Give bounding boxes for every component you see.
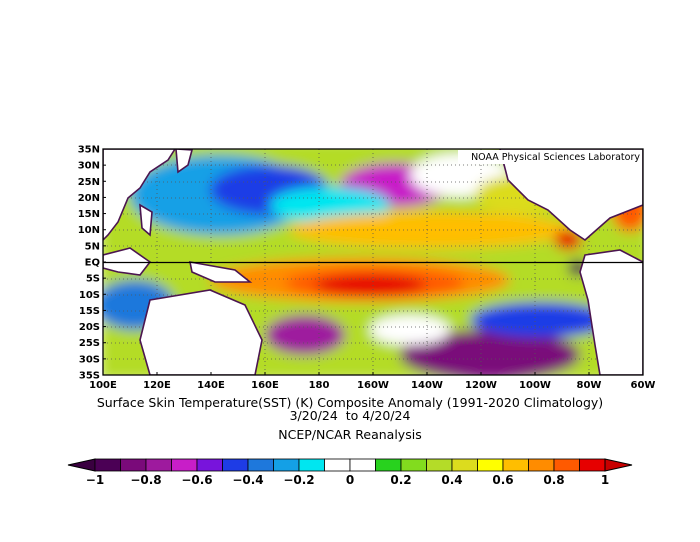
colorbar-label: −0.8 xyxy=(130,473,161,487)
north-america xyxy=(499,149,643,242)
colorbar-swatch xyxy=(426,458,453,472)
lon-label: 120E xyxy=(143,380,171,391)
colorbar-label: 0.2 xyxy=(390,473,411,487)
lon-label: 160W xyxy=(357,380,389,391)
colorbar-swatch xyxy=(196,458,223,472)
caption-source: NCEP/NCAR Reanalysis xyxy=(278,427,422,442)
lat-label: 20N xyxy=(78,193,100,204)
lat-label: 20S xyxy=(79,322,100,333)
lon-label: 100W xyxy=(519,380,551,391)
lat-label: EQ xyxy=(85,258,100,269)
credit-box xyxy=(458,150,642,164)
latitude-labels: 35N 30N 25N 20N 15N 10N 5N EQ 5S 10S 15S 20S 25S 30S 3… xyxy=(78,145,106,382)
credit-label: NOAA Physical Sciences Laboratory xyxy=(471,152,640,163)
colorbar-swatch xyxy=(120,458,147,472)
lat-label: 10N xyxy=(78,225,100,236)
lat-label: 15S xyxy=(79,306,100,317)
colorbar-swatch xyxy=(375,458,402,472)
new-guinea xyxy=(188,261,253,283)
south-america xyxy=(579,249,643,375)
colorbar-swatch xyxy=(145,458,172,472)
colorbar-label: −0.6 xyxy=(181,473,212,487)
colorbar-swatch xyxy=(451,458,478,472)
colorbar-label: 0.6 xyxy=(492,473,513,487)
colorbar-labels: −1 −0.8 −0.6 −0.4 −0.2 0 0.2 0.4 0.6 0.8 1 xyxy=(86,473,609,487)
lat-label: 15N xyxy=(78,209,100,220)
colorbar-swatch xyxy=(171,458,198,472)
colorbar-swatch xyxy=(94,458,121,472)
lon-label: 60W xyxy=(631,380,656,391)
lon-label: 100E xyxy=(89,380,117,391)
map-area: NOAA Physical Sciences Laboratory xyxy=(102,148,644,376)
lon-label: 140E xyxy=(197,380,225,391)
colorbar-label: 1 xyxy=(601,473,609,487)
colorbar-label: 0 xyxy=(346,473,354,487)
colorbar-swatch xyxy=(273,458,300,472)
lat-label: 10S xyxy=(79,290,100,301)
colorbar-swatch xyxy=(553,458,580,472)
lon-label: 180 xyxy=(309,380,330,391)
lon-label: 140W xyxy=(411,380,443,391)
colorbar-swatch xyxy=(324,458,351,472)
lat-label: 5S xyxy=(86,274,100,285)
caption-dates: 3/20/24 to 4/20/24 xyxy=(289,408,411,423)
longitude-labels: 100E 120E 140E 160E 180 160W 140W 120W 100W 80W 60… xyxy=(89,372,655,391)
caption-title: Surface Skin Temperature(SST) (K) Compos… xyxy=(96,395,604,410)
colorbar-swatch xyxy=(247,458,274,472)
borneo-sumatra xyxy=(103,247,152,276)
japan xyxy=(175,149,194,174)
colorbar-swatch xyxy=(502,458,529,472)
colorbar-label: 0.4 xyxy=(441,473,462,487)
lat-label: 30S xyxy=(79,354,100,365)
lat-label: 5N xyxy=(85,241,100,252)
lon-label: 160E xyxy=(251,380,279,391)
colorbar-swatch xyxy=(349,458,376,472)
colorbar-label: −1 xyxy=(86,473,104,487)
lat-label: 25S xyxy=(79,338,100,349)
colorbar-swatch xyxy=(400,458,427,472)
lat-label: 35N xyxy=(78,145,100,156)
philippines xyxy=(139,203,153,237)
lon-label: 120W xyxy=(465,380,497,391)
asia-landmass xyxy=(103,149,176,242)
lat-label: 30N xyxy=(78,161,100,172)
colorbar-swatch xyxy=(298,458,325,472)
colorbar-label: −0.4 xyxy=(232,473,263,487)
australia xyxy=(139,289,263,375)
colorbar-swatch xyxy=(222,458,249,472)
colorbar-high-arrow xyxy=(604,458,633,472)
colorbar-swatch xyxy=(579,458,606,472)
colorbar xyxy=(67,458,633,472)
colorbar-swatch xyxy=(477,458,504,472)
coastlines xyxy=(103,149,643,375)
colorbar-label: −0.2 xyxy=(283,473,314,487)
lat-label: 25N xyxy=(78,177,100,188)
lat-label: 35S xyxy=(79,371,100,382)
colorbar-low-arrow xyxy=(67,458,96,472)
colorbar-label: 0.8 xyxy=(543,473,564,487)
colorbar-swatch xyxy=(528,458,555,472)
lon-label: 80W xyxy=(577,380,602,391)
